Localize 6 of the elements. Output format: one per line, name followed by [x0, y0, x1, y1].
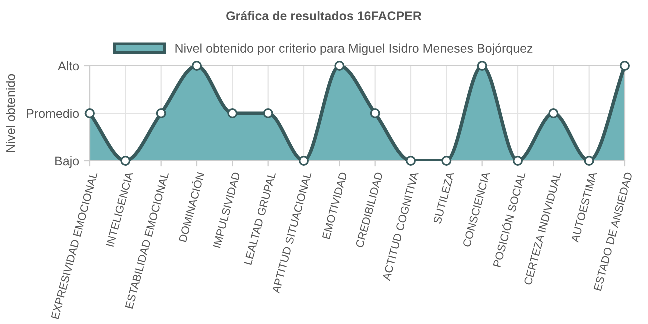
- legend-label: Nivel obtenido por criterio para Miguel Isidro Meneses Bojórquez: [176, 44, 533, 56]
- chart-title: Gráfica de resultados 16FACPER: [226, 11, 422, 21]
- category-label: Alto: [58, 61, 80, 71]
- y-axis-title: Nivel obtenido: [6, 74, 16, 152]
- category-label: Promedio: [27, 108, 80, 118]
- category-label: Bajo: [56, 156, 80, 168]
